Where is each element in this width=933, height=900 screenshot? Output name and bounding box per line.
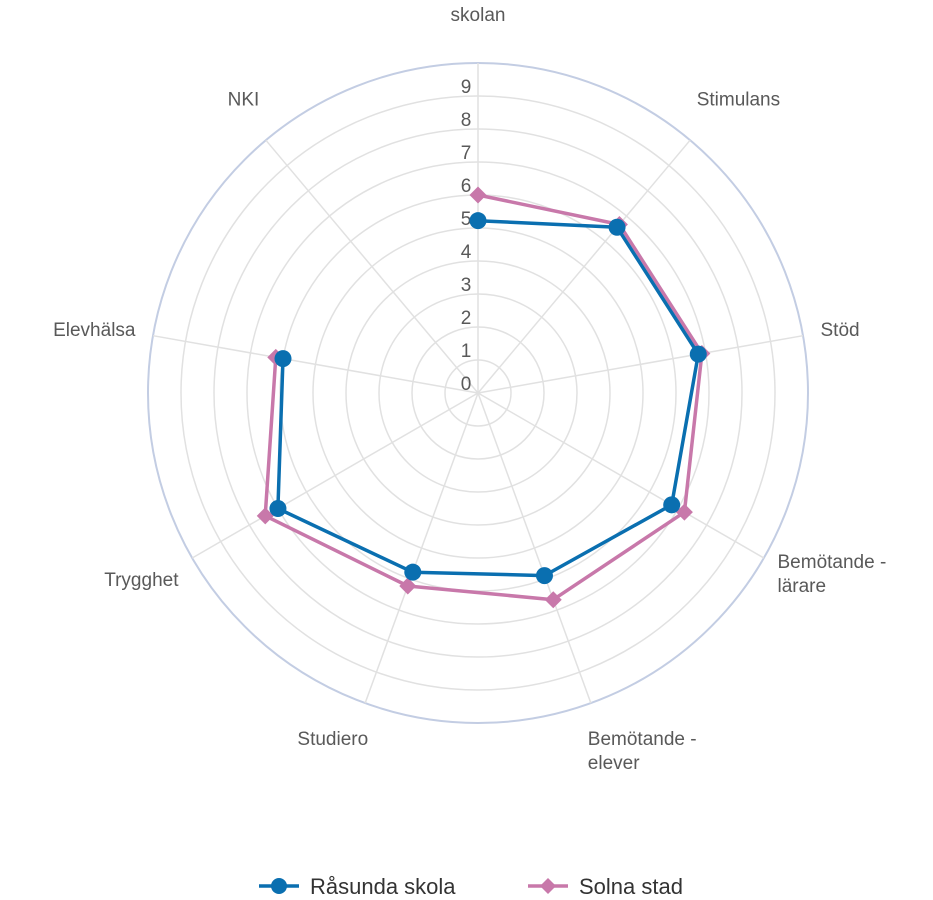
tick-label: 9 [461, 77, 472, 98]
tick-label: 6 [461, 176, 472, 197]
tick-label: 2 [461, 308, 472, 329]
category-label: Stöd [821, 320, 860, 341]
data-point [404, 564, 421, 581]
spoke-line [153, 336, 478, 393]
data-point [536, 567, 553, 584]
category-label: Elevhälsa [53, 320, 136, 341]
legend-marker [271, 878, 287, 894]
legend-label: Råsunda skola [310, 874, 456, 899]
spoke-line [192, 393, 478, 558]
category-label: Bemötande -lärare [778, 552, 887, 597]
legend: Råsunda skola Solna stad [259, 874, 683, 899]
legend-marker [540, 878, 556, 894]
spoke-line [478, 140, 690, 393]
category-label: Studiero [297, 729, 368, 750]
legend-label: Solna stad [579, 874, 683, 899]
legend-item: Solna stad [528, 874, 683, 899]
data-point [269, 500, 286, 517]
tick-label: 4 [461, 242, 472, 263]
tick-label: 0 [461, 374, 472, 395]
data-point [609, 219, 626, 236]
category-label: Bemötande -elever [588, 729, 697, 774]
tick-label: 7 [461, 143, 472, 164]
data-point [690, 346, 707, 363]
data-point [663, 496, 680, 513]
radar-grid [148, 63, 808, 723]
tick-label: 1 [461, 341, 472, 362]
tick-label: 8 [461, 110, 472, 131]
data-point [470, 187, 487, 204]
legend-item: Råsunda skola [259, 874, 456, 899]
data-point [275, 350, 292, 367]
spoke-line [266, 140, 478, 393]
category-label: Information frånskolan [411, 0, 544, 26]
category-label: Stimulans [697, 90, 780, 111]
spoke-line [478, 336, 803, 393]
category-label: NKI [228, 90, 260, 111]
tick-label: 3 [461, 275, 472, 296]
category-label: Trygghet [104, 570, 179, 591]
data-point [470, 212, 487, 229]
